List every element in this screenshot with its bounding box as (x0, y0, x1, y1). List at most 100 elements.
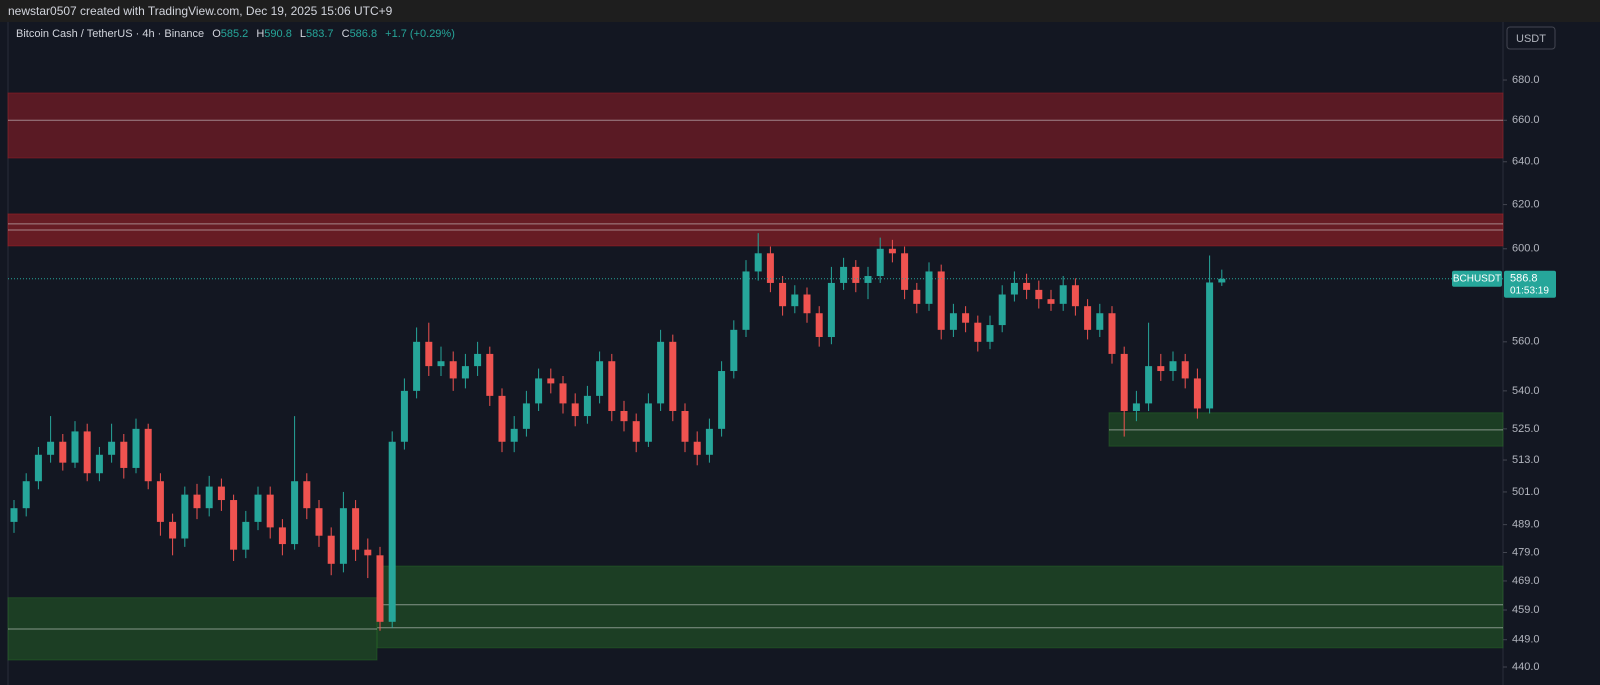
candle-body (535, 378, 543, 404)
candle-body (510, 428, 518, 442)
candle-body (34, 454, 42, 482)
candle-body (352, 508, 360, 550)
candle-body (1059, 285, 1067, 304)
candle-body (1181, 361, 1189, 379)
candle-body (108, 441, 116, 455)
candle-body (1218, 278, 1226, 283)
candle-body (425, 341, 433, 367)
candle-body (742, 271, 750, 330)
candle-body (156, 481, 164, 522)
candle-body (547, 378, 555, 384)
price-label-box (1504, 270, 1556, 298)
candle-body (779, 282, 787, 307)
candle-body (498, 395, 506, 442)
candle-body (205, 486, 213, 509)
y-tick-label: 479.0 (1512, 546, 1540, 558)
candle-body (1035, 289, 1043, 300)
header-text: newstar0507 created with TradingView.com… (8, 4, 393, 18)
candle-body (486, 353, 494, 396)
candle-body (254, 494, 262, 522)
open-value: 585.2 (220, 28, 249, 40)
candle-body (657, 341, 665, 404)
candle-body (449, 361, 457, 379)
candle-body (217, 486, 225, 501)
high-label: H (256, 28, 265, 40)
candle-body (474, 353, 482, 367)
candle-body (705, 428, 713, 455)
candle-body (1047, 299, 1055, 304)
candle-body (278, 527, 286, 545)
y-tick-label: 540.0 (1512, 385, 1540, 397)
candle-body (974, 322, 982, 342)
candle-body (242, 521, 250, 550)
countdown: 01:53:19 (1510, 285, 1549, 296)
y-tick-label: 660.0 (1512, 114, 1540, 126)
zone (376, 565, 1504, 649)
candle-body (364, 549, 372, 556)
symbol-label: BCHUSDT (1453, 273, 1501, 284)
candle-body (962, 313, 970, 323)
candle-body (1120, 353, 1128, 411)
candle-body (47, 441, 55, 455)
candle-body (888, 248, 896, 254)
candle-body (1169, 361, 1177, 372)
price-label: 586.8 (1510, 273, 1538, 285)
y-tick-label: 620.0 (1512, 198, 1540, 210)
candle-body (291, 481, 299, 545)
zone (7, 92, 1504, 159)
legend: Bitcoin Cash / TetherUS · 4h · Binance O… (16, 28, 455, 40)
high-value: 590.8 (264, 28, 292, 40)
candle-body (803, 294, 811, 314)
candle-body (388, 441, 396, 622)
y-tick-label: 513.0 (1512, 454, 1540, 466)
candle-body (718, 371, 726, 429)
candle-body (83, 431, 91, 474)
candle-body (669, 341, 677, 411)
candle-body (693, 441, 701, 455)
candle-body (1206, 282, 1214, 409)
candle-body (1071, 285, 1079, 307)
candle-body (1132, 403, 1140, 411)
y-tick-label: 459.0 (1512, 604, 1540, 616)
close-value: 586.8 (349, 28, 378, 40)
currency-box[interactable] (1506, 26, 1556, 50)
candle-body (22, 481, 30, 509)
candle-body (620, 410, 628, 422)
candle-body (230, 500, 238, 550)
candle-body (559, 383, 567, 404)
candle-body (1023, 282, 1031, 290)
candle-body (913, 289, 921, 304)
candle-body (754, 253, 762, 272)
candle-body (1010, 282, 1018, 295)
candle-body (608, 361, 616, 411)
candle-body (266, 494, 274, 528)
candle-body (71, 431, 79, 463)
top-bar: newstar0507 created with TradingView.com… (0, 0, 1600, 22)
symbol-title: Bitcoin Cash / TetherUS · 4h · Binance (16, 28, 205, 40)
candle-body (169, 521, 177, 539)
candle-body (437, 361, 445, 367)
candle-body (1096, 313, 1104, 330)
y-tick-label: 469.0 (1512, 575, 1540, 587)
candle-body (59, 441, 67, 463)
candle-body (730, 329, 738, 372)
candle-body (303, 481, 311, 509)
candle-body (937, 271, 945, 330)
candle-body (461, 366, 469, 379)
candle-body (632, 421, 640, 442)
candle-body (840, 266, 848, 283)
y-tick-label: 440.0 (1512, 661, 1540, 673)
close-label: C (341, 28, 350, 40)
y-tick-label: 640.0 (1512, 156, 1540, 168)
candle-body (1084, 306, 1092, 330)
candle-body (571, 403, 579, 417)
candle-body (10, 508, 18, 522)
candle-body (815, 313, 823, 338)
candle-body (901, 253, 909, 290)
candle-body (864, 276, 872, 283)
candle-body (522, 403, 530, 429)
candle-body (925, 271, 933, 304)
candle-body (949, 313, 957, 330)
